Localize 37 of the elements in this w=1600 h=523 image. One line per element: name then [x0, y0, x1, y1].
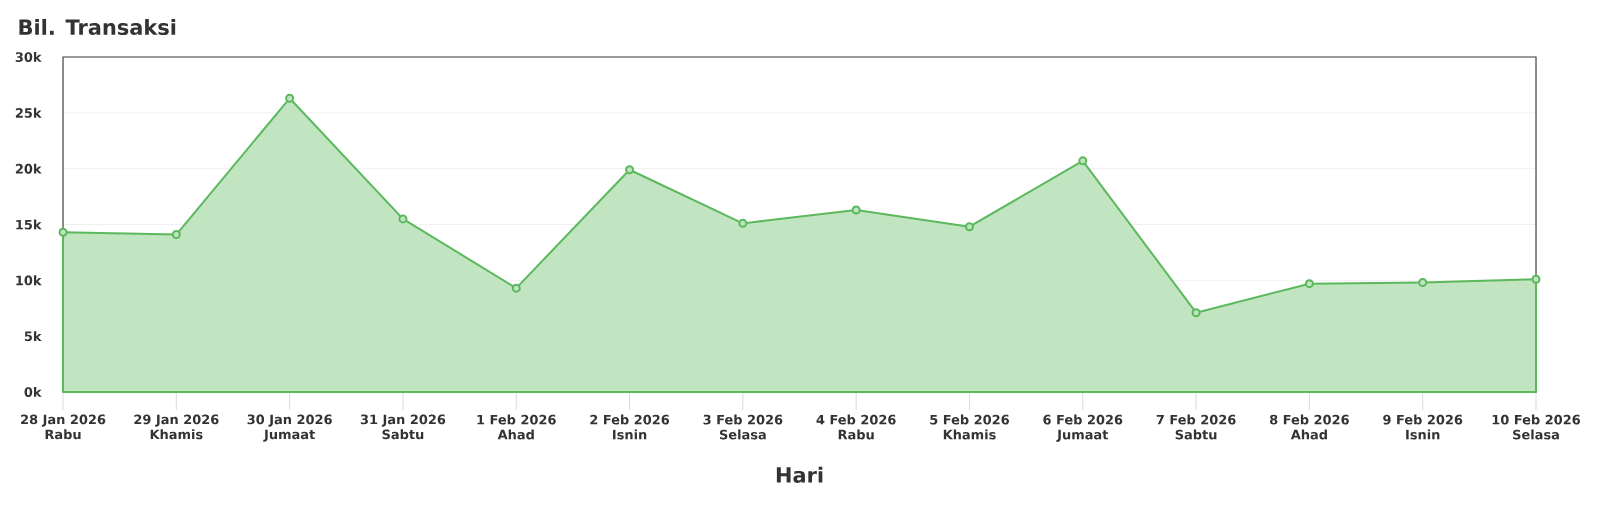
point [964, 222, 974, 232]
x-tick-label: 30 Jan 2026 Jumaat [247, 414, 332, 442]
chart-title: Bil. Transaksi [19, 18, 176, 36]
y-tick-label: 10k [16, 275, 42, 286]
point [1191, 308, 1201, 318]
x-tick-label: 4 Feb 2026 Rabu [816, 414, 896, 440]
x-tick-label: 2 Feb 2026 Isnin [590, 414, 670, 440]
point [1304, 279, 1314, 289]
point [625, 165, 635, 175]
x-tick-label: 3 Feb 2026 Selasa [703, 414, 783, 440]
point [511, 283, 521, 293]
x-tick-label: 10 Feb 2026 Selasa [1492, 414, 1581, 440]
x-axis-title: Hari [776, 466, 823, 483]
point [738, 218, 748, 228]
point [1418, 278, 1428, 288]
x-tick-label: 9 Feb 2026 Isnin [1383, 414, 1463, 440]
x-tick-label: 8 Feb 2026 Ahad [1269, 414, 1349, 440]
x-tick-label: 28 Jan 2026 Rabu [21, 414, 106, 440]
point [1531, 274, 1541, 284]
x-tick-label: 7 Feb 2026 Sabtu [1156, 414, 1236, 440]
point [285, 93, 295, 103]
y-tick-label: 30k [15, 51, 42, 62]
point [58, 227, 68, 237]
point [398, 214, 408, 224]
y-tick-label: 0k [24, 386, 42, 397]
x-tick-label: 6 Feb 2026 Jumaat [1043, 414, 1123, 442]
y-tick-label: 15k [16, 219, 42, 230]
x-tick-label: 31 Jan 2026 Sabtu [360, 414, 446, 440]
y-tick-label: 20k [15, 163, 42, 174]
x-tick-label: 29 Jan 2026 Khamis [134, 414, 219, 440]
x-tick-label: 5 Feb 2026 Khamis [930, 414, 1009, 440]
y-tick-label: 25k [15, 107, 42, 118]
y-tick-label: 5k [24, 331, 42, 342]
point [851, 205, 861, 215]
x-tick-label: 1 Feb 2026 Ahad [477, 414, 556, 440]
point [1078, 156, 1088, 166]
point [171, 230, 181, 240]
